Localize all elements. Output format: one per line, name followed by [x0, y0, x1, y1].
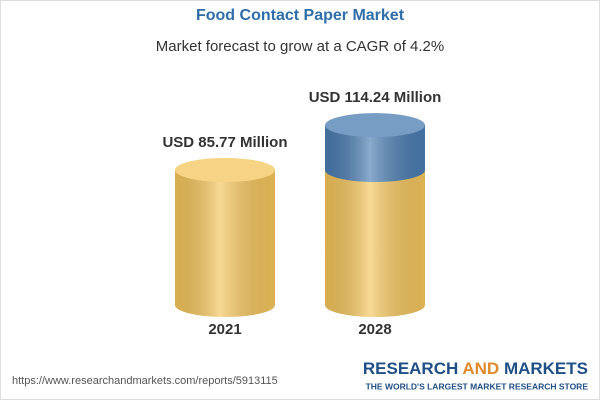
- shading: [175, 169, 275, 317]
- brand-tagline: THE WORLD'S LARGEST MARKET RESEARCH STOR…: [366, 381, 589, 391]
- shading: [325, 125, 425, 182]
- chart-subtitle: Market forecast to grow at a CAGR of 4.2…: [156, 38, 444, 55]
- cylinder-top: [175, 157, 275, 182]
- value-label: USD 114.24 Million: [309, 89, 442, 106]
- top-highlight: [325, 113, 425, 138]
- top-highlight: [175, 157, 275, 182]
- source-url: https://www.researchandmarkets.com/repor…: [12, 375, 278, 387]
- brand-word: MARKETS: [504, 359, 588, 378]
- brand-word: AND: [462, 359, 499, 378]
- value-label: USD 85.77 Million: [162, 134, 287, 151]
- category-label: 2021: [208, 321, 241, 338]
- cylinder-top: [325, 113, 425, 138]
- brand-word: RESEARCH: [363, 359, 458, 378]
- chart-title: Food Contact Paper Market: [196, 7, 405, 24]
- brand: RESEARCH AND MARKETS: [363, 359, 588, 378]
- category-label: 2028: [358, 321, 391, 338]
